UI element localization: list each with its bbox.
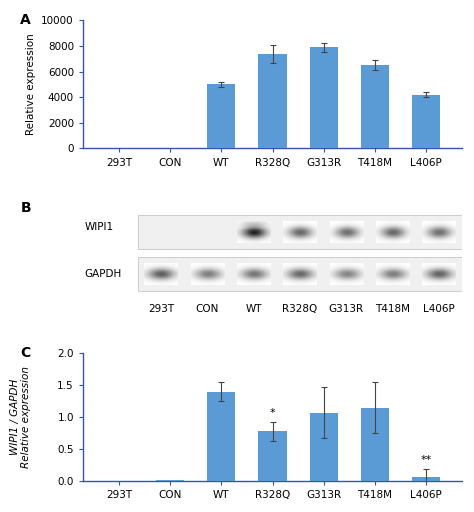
- Text: T418M: T418M: [375, 304, 410, 314]
- Bar: [138, 257, 462, 291]
- Bar: [310, 413, 338, 481]
- Text: GAPDH: GAPDH: [85, 269, 122, 279]
- Text: WIPI1: WIPI1: [85, 222, 114, 232]
- Text: B: B: [20, 201, 31, 215]
- Bar: [361, 408, 389, 481]
- Text: C: C: [20, 346, 31, 359]
- Bar: [207, 392, 236, 481]
- Bar: [258, 431, 287, 481]
- Bar: [207, 84, 236, 148]
- Text: **: **: [420, 455, 432, 465]
- Text: *: *: [270, 408, 275, 418]
- Y-axis label: Relative expression: Relative expression: [26, 34, 36, 135]
- Bar: [412, 477, 440, 481]
- Text: A: A: [20, 13, 31, 27]
- Bar: [412, 95, 440, 148]
- Bar: [310, 48, 338, 148]
- Text: CON: CON: [196, 304, 219, 314]
- Text: R328Q: R328Q: [283, 304, 318, 314]
- Text: G313R: G313R: [329, 304, 364, 314]
- Text: WIPI1 / GAPDH
Relative expression: WIPI1 / GAPDH Relative expression: [9, 366, 31, 468]
- Text: L406P: L406P: [423, 304, 455, 314]
- Bar: [138, 215, 462, 249]
- Bar: [361, 66, 389, 148]
- Text: 293T: 293T: [148, 304, 174, 314]
- Bar: [156, 480, 184, 481]
- Text: WT: WT: [246, 304, 262, 314]
- Bar: [258, 54, 287, 148]
